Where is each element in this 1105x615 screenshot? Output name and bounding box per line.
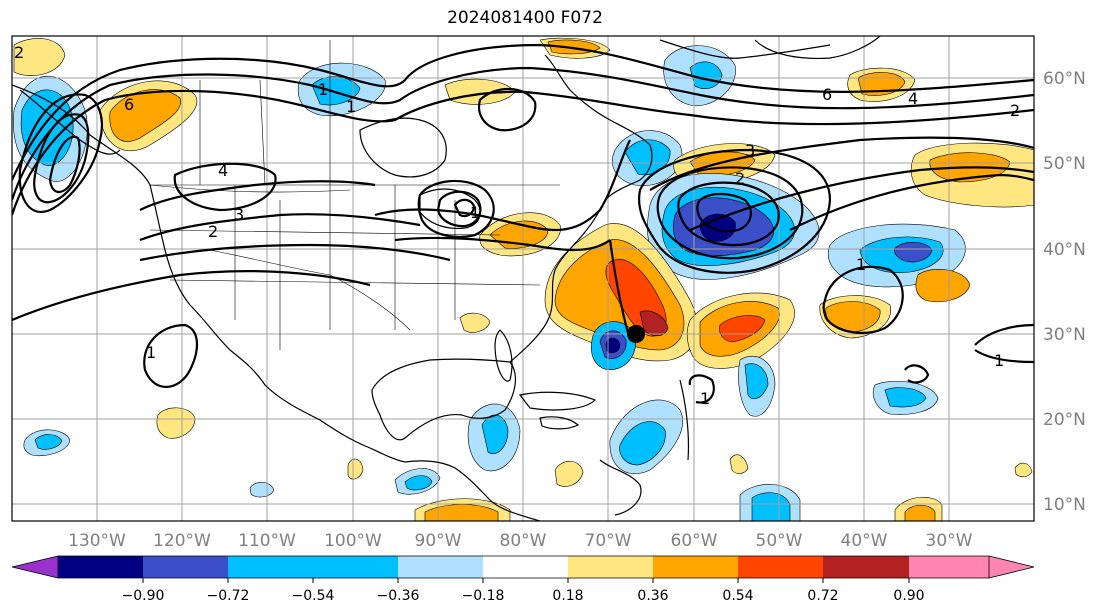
lon-label: 40°W: [841, 531, 888, 551]
contour-label: 2: [208, 222, 218, 241]
contour-label: 1: [994, 351, 1004, 370]
contour-label: 6: [822, 85, 832, 104]
colorbar-tick-label: −0.36: [377, 588, 420, 604]
colorbar-segment: [988, 555, 1035, 579]
storm-center-marker: [627, 325, 645, 343]
contour-label: 2: [735, 169, 745, 188]
gridlines: [12, 36, 1034, 521]
contour-label: 2: [1010, 101, 1020, 120]
lon-label: 60°W: [671, 531, 718, 551]
contour-label: 1: [856, 255, 866, 274]
colorbar-tick-label: 0.18: [552, 588, 583, 604]
lon-label: 80°W: [500, 531, 547, 551]
map-border: [11, 35, 1035, 522]
colorbar-segment: [228, 556, 313, 578]
contour-label: 2: [14, 43, 24, 62]
lon-label: 30°W: [926, 531, 973, 551]
lat-label: 40°N: [1043, 240, 1086, 260]
colorbar-segment: [398, 556, 483, 578]
lon-label: 110°W: [238, 531, 296, 551]
longitude-labels: 130°W 120°W 110°W 100°W 90°W 80°W 70°W 6…: [68, 531, 973, 551]
lat-label: 10°N: [1043, 495, 1086, 515]
colorbar-segment: [483, 556, 568, 578]
contour-lines: [12, 43, 1034, 404]
colorbar-segment: [653, 556, 738, 578]
lat-label: 30°N: [1043, 325, 1086, 345]
lat-label: 20°N: [1043, 410, 1086, 430]
colorbar-tick-label: −0.90: [122, 588, 165, 604]
colorbar-segment: [313, 556, 398, 578]
colorbar-tick-labels: −0.90 −0.72 −0.54 −0.36 −0.18 0.18 0.36 …: [122, 588, 925, 604]
contour-label: 4: [908, 89, 918, 108]
contour-label: 1: [318, 80, 328, 99]
contour-label-group: 2 6 1 1 4 3 2 1 1 3 2 6 4 2 1 1 1: [14, 43, 1020, 408]
colorbar-tick-label: 0.54: [722, 588, 753, 604]
colorbar-tick-label: 0.90: [893, 588, 924, 604]
coastlines: [12, 36, 881, 521]
colorbar-segment: [11, 555, 59, 579]
colorbar-segment: [143, 556, 228, 578]
colorbar-segment: [58, 556, 143, 578]
chart-title: 2024081400 F072: [447, 8, 603, 28]
colorbar: [11, 555, 1035, 583]
lon-label: 70°W: [585, 531, 632, 551]
colorbar-tick-label: −0.54: [292, 588, 335, 604]
colorbar-segment: [823, 556, 909, 578]
contour-label: 6: [124, 95, 134, 114]
colorbar-tick-label: 0.36: [637, 588, 668, 604]
lon-label: 120°W: [153, 531, 211, 551]
contour-label: 1: [470, 203, 480, 222]
lon-label: 100°W: [324, 531, 382, 551]
contour-label: 4: [218, 161, 228, 180]
contour-label: 1: [700, 389, 710, 408]
contour-label: 3: [234, 205, 244, 224]
lon-label: 130°W: [68, 531, 126, 551]
lat-label: 50°N: [1043, 154, 1086, 174]
lat-label: 60°N: [1043, 69, 1086, 89]
political-borders: [149, 40, 560, 350]
colorbar-segment: [909, 556, 989, 578]
lon-label: 50°W: [756, 531, 803, 551]
colorbar-segment: [738, 556, 823, 578]
colorbar-tick-label: −0.72: [207, 588, 250, 604]
lon-label: 90°W: [415, 531, 462, 551]
contour-label: 1: [346, 97, 356, 116]
colorbar-tick-label: 0.72: [807, 588, 838, 604]
contour-label: 1: [146, 343, 156, 362]
latitude-labels: 60°N 50°N 40°N 30°N 20°N 10°N: [1043, 69, 1086, 515]
colorbar-segment: [568, 556, 653, 578]
contour-label: 3: [745, 141, 755, 160]
colorbar-tick-label: −0.18: [462, 588, 505, 604]
